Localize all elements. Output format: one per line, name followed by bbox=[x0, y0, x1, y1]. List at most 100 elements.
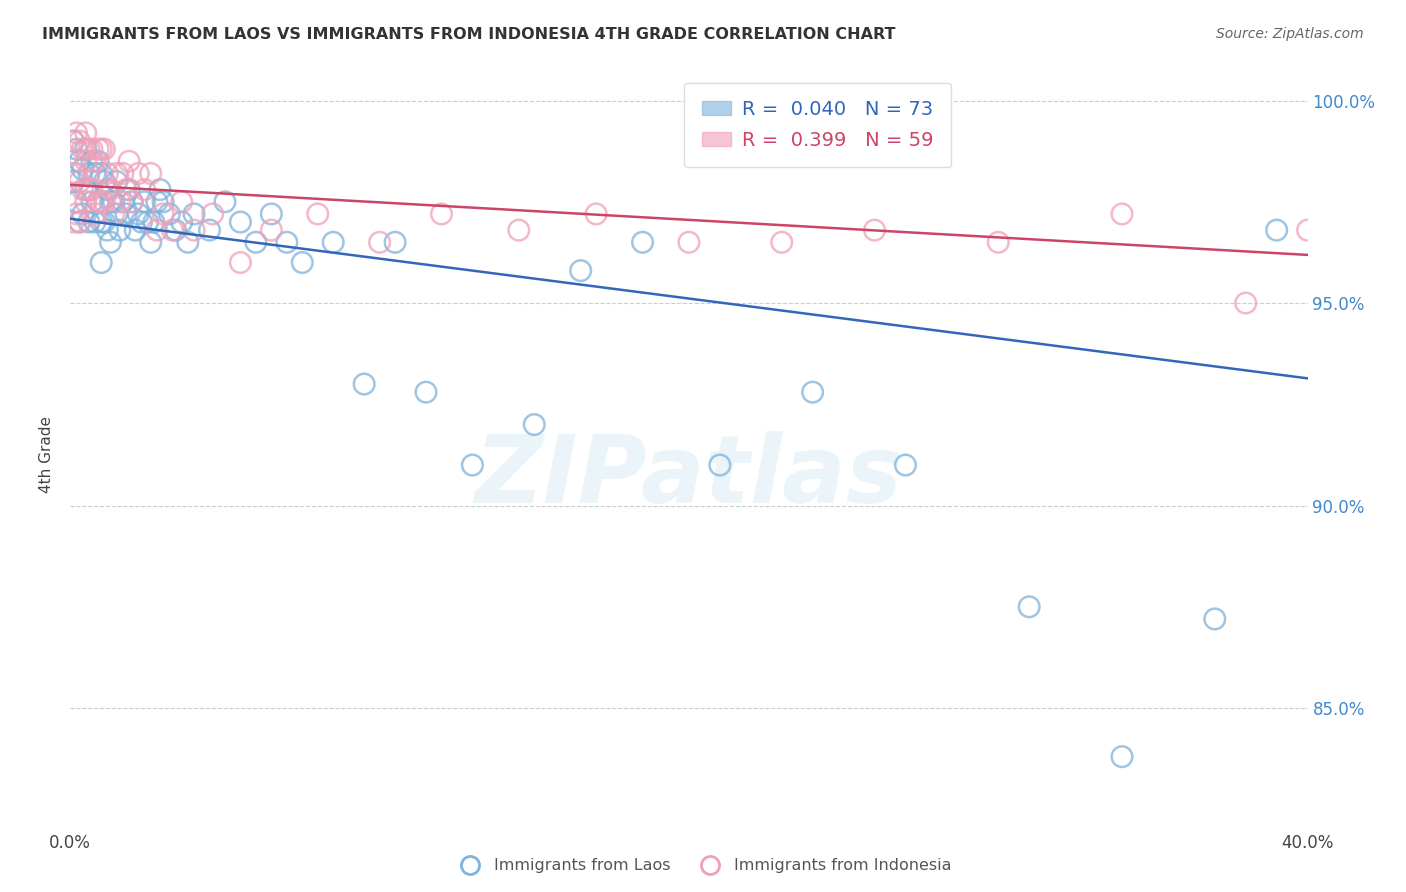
Point bbox=[260, 207, 283, 221]
Point bbox=[75, 142, 97, 156]
Point bbox=[105, 166, 128, 180]
Point bbox=[75, 154, 97, 169]
Point bbox=[69, 154, 91, 169]
Point bbox=[75, 183, 97, 197]
Point bbox=[103, 207, 125, 221]
Legend: R =  0.040   N = 73, R =  0.399   N = 59: R = 0.040 N = 73, R = 0.399 N = 59 bbox=[685, 82, 952, 167]
Point bbox=[121, 194, 143, 209]
Point bbox=[65, 194, 87, 209]
Point bbox=[201, 207, 224, 221]
Point bbox=[631, 235, 654, 250]
Point bbox=[183, 207, 205, 221]
Point bbox=[72, 183, 94, 197]
Point bbox=[157, 207, 180, 221]
Point bbox=[105, 207, 128, 221]
Point bbox=[72, 207, 94, 221]
Point bbox=[987, 235, 1010, 250]
Point bbox=[894, 458, 917, 472]
Point bbox=[127, 166, 149, 180]
Point bbox=[93, 215, 115, 229]
Point bbox=[709, 458, 731, 472]
Point bbox=[62, 134, 84, 148]
Point bbox=[77, 215, 100, 229]
Point bbox=[77, 183, 100, 197]
Point bbox=[291, 255, 314, 269]
Point bbox=[1111, 749, 1133, 764]
Point bbox=[170, 215, 193, 229]
Point bbox=[84, 207, 107, 221]
Point bbox=[229, 215, 252, 229]
Point bbox=[229, 255, 252, 269]
Point bbox=[322, 235, 344, 250]
Point bbox=[678, 235, 700, 250]
Point bbox=[134, 183, 156, 197]
Point bbox=[1234, 296, 1257, 310]
Point bbox=[65, 142, 87, 156]
Point bbox=[368, 235, 391, 250]
Point bbox=[146, 223, 169, 237]
Point bbox=[353, 377, 375, 392]
Point bbox=[69, 134, 91, 148]
Point bbox=[118, 154, 141, 169]
Point bbox=[139, 235, 162, 250]
Point bbox=[84, 166, 107, 180]
Point bbox=[65, 207, 87, 221]
Point bbox=[136, 215, 159, 229]
Point bbox=[93, 175, 115, 189]
Point bbox=[276, 235, 298, 250]
Point bbox=[84, 154, 107, 169]
Point bbox=[415, 385, 437, 400]
Point bbox=[100, 235, 122, 250]
Point bbox=[84, 215, 107, 229]
Point bbox=[198, 223, 221, 237]
Legend: Immigrants from Laos, Immigrants from Indonesia: Immigrants from Laos, Immigrants from In… bbox=[447, 852, 959, 880]
Point bbox=[1204, 612, 1226, 626]
Point bbox=[214, 194, 236, 209]
Point bbox=[75, 126, 97, 140]
Text: Source: ZipAtlas.com: Source: ZipAtlas.com bbox=[1216, 27, 1364, 41]
Point bbox=[93, 142, 115, 156]
Y-axis label: 4th Grade: 4th Grade bbox=[39, 417, 55, 493]
Point bbox=[108, 194, 131, 209]
Point bbox=[770, 235, 793, 250]
Point bbox=[93, 194, 115, 209]
Point bbox=[96, 223, 118, 237]
Point bbox=[152, 194, 174, 209]
Point bbox=[152, 207, 174, 221]
Point bbox=[100, 183, 122, 197]
Point bbox=[801, 385, 824, 400]
Point bbox=[87, 154, 110, 169]
Point bbox=[111, 194, 134, 209]
Point bbox=[1265, 223, 1288, 237]
Point bbox=[121, 194, 143, 209]
Point bbox=[90, 194, 112, 209]
Point bbox=[69, 215, 91, 229]
Point bbox=[65, 126, 87, 140]
Point bbox=[80, 154, 103, 169]
Point bbox=[96, 183, 118, 197]
Point bbox=[146, 194, 169, 209]
Point bbox=[134, 194, 156, 209]
Point bbox=[62, 134, 84, 148]
Point bbox=[165, 223, 187, 237]
Point bbox=[65, 166, 87, 180]
Point bbox=[111, 166, 134, 180]
Point bbox=[461, 458, 484, 472]
Point bbox=[384, 235, 406, 250]
Point bbox=[170, 194, 193, 209]
Point bbox=[105, 175, 128, 189]
Point bbox=[62, 166, 84, 180]
Point bbox=[87, 142, 110, 156]
Point bbox=[1296, 223, 1319, 237]
Text: ZIPatlas: ZIPatlas bbox=[475, 432, 903, 524]
Point bbox=[108, 223, 131, 237]
Point bbox=[100, 194, 122, 209]
Point bbox=[69, 175, 91, 189]
Point bbox=[124, 223, 146, 237]
Point bbox=[245, 235, 267, 250]
Point bbox=[307, 207, 329, 221]
Point bbox=[62, 175, 84, 189]
Point bbox=[90, 142, 112, 156]
Point bbox=[69, 215, 91, 229]
Point bbox=[115, 183, 138, 197]
